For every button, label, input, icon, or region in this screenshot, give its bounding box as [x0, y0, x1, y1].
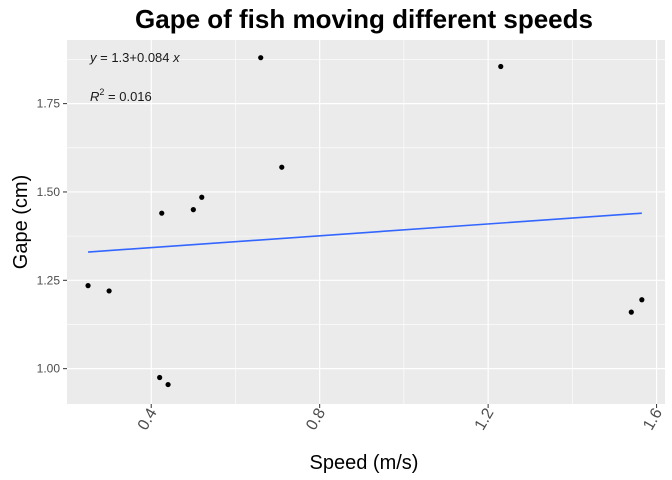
data-point — [157, 374, 163, 381]
r-squared-r: R — [90, 89, 99, 104]
equation-body: = 1.3+0.084 — [97, 50, 174, 65]
chart-title: Gape of fish moving different speeds — [135, 4, 593, 34]
data-point — [190, 207, 196, 213]
y-tick-label: 1.00 — [37, 362, 61, 376]
data-point — [628, 309, 634, 315]
x-axis-title: Speed (m/s) — [310, 452, 419, 474]
data-point — [106, 288, 112, 294]
grid-major — [67, 40, 665, 404]
regression-equation: y = 1.3+0.084 x — [89, 50, 180, 65]
data-point — [165, 381, 171, 388]
equation-y-var: y — [89, 50, 98, 65]
data-point — [159, 210, 165, 216]
r-squared-label: R2 = 0.016 — [90, 87, 152, 104]
y-axis: 1.00 1.25 1.50 1.75 — [37, 97, 67, 376]
y-axis-title: Gape (cm) — [10, 175, 32, 269]
data-point — [85, 283, 91, 289]
grid-minor — [67, 40, 665, 404]
y-tick-label: 1.50 — [37, 185, 61, 199]
plot-panel — [67, 40, 665, 404]
regression-line-group — [88, 212, 642, 253]
data-point — [639, 297, 645, 303]
data-point — [258, 55, 264, 61]
r-squared-value: = 0.016 — [104, 89, 151, 104]
data-point — [498, 63, 504, 70]
regression-line — [88, 212, 642, 253]
data-points — [85, 55, 645, 388]
data-point — [199, 194, 205, 200]
y-tick-label: 1.75 — [37, 97, 61, 111]
data-point — [279, 164, 285, 170]
r-squared-exponent: 2 — [99, 87, 104, 97]
equation-x-var: x — [172, 50, 180, 65]
y-tick-label: 1.25 — [37, 273, 61, 287]
